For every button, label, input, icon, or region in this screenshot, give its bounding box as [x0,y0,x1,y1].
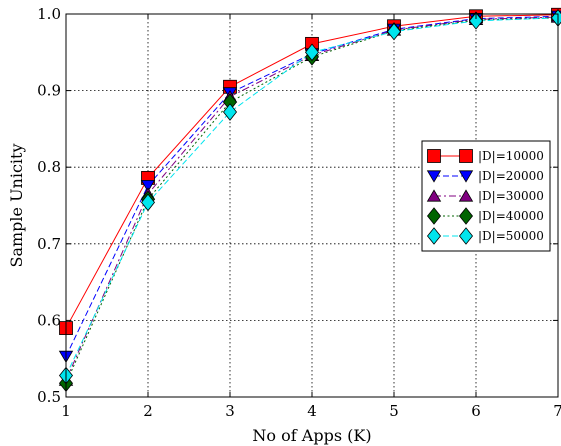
x-tick-label: 3 [225,402,235,420]
x-tick-label: 7 [553,402,561,420]
x-tick-label: 2 [143,402,153,420]
data-point-series-5 [304,43,320,62]
y-tick-label: 0.6 [37,311,61,329]
legend-marker-1 [459,149,473,163]
data-point-series-5 [140,193,156,212]
legend-marker-2 [458,170,474,183]
legend-label-1: |D|=10000 [478,149,544,163]
y-tick-label: 0.9 [37,82,61,100]
ticks [65,13,559,398]
legend-marker-4 [458,207,474,225]
y-tick-label: 0.7 [37,235,61,253]
x-tick-label: 4 [307,402,317,420]
legend-label-2: |D|=20000 [478,169,544,183]
x-tick-label: 6 [471,402,481,420]
data-point-series-5 [386,22,402,41]
legend-marker-5 [426,227,442,245]
legend-label-3: |D|=30000 [478,189,544,203]
data-point-series-5 [222,103,238,121]
x-tick-label: 5 [389,402,399,420]
legend-marker-2 [426,170,442,183]
legend-label-5: |D|=50000 [478,229,544,243]
y-tick-label: 0.8 [37,158,61,176]
legend: |D|=10000 |D|=20000 |D|=30000 |D|=40000 |D|=… [421,140,551,252]
legend-label-4: |D|=40000 [478,209,544,223]
data-point-series-5 [468,12,484,30]
data-point-series-2 [140,179,156,193]
tick-labels: 1 2 3 4 5 6 7 0.5 0.6 0.7 0.8 0.9 1.0 [37,5,561,420]
y-tick-label: 0.5 [37,388,61,406]
y-axis-label: Sample Unicity [7,143,26,267]
x-axis-label: No of Apps (K) [252,426,371,445]
legend-marker-4 [426,207,442,225]
x-tick-label: 1 [61,402,71,420]
y-tick-label: 1.0 [37,5,61,23]
legend-marker-1 [427,149,441,163]
legend-marker-3 [458,189,474,202]
legend-marker-5 [458,227,474,245]
legend-marker-3 [426,189,442,202]
legend-box [421,140,551,252]
